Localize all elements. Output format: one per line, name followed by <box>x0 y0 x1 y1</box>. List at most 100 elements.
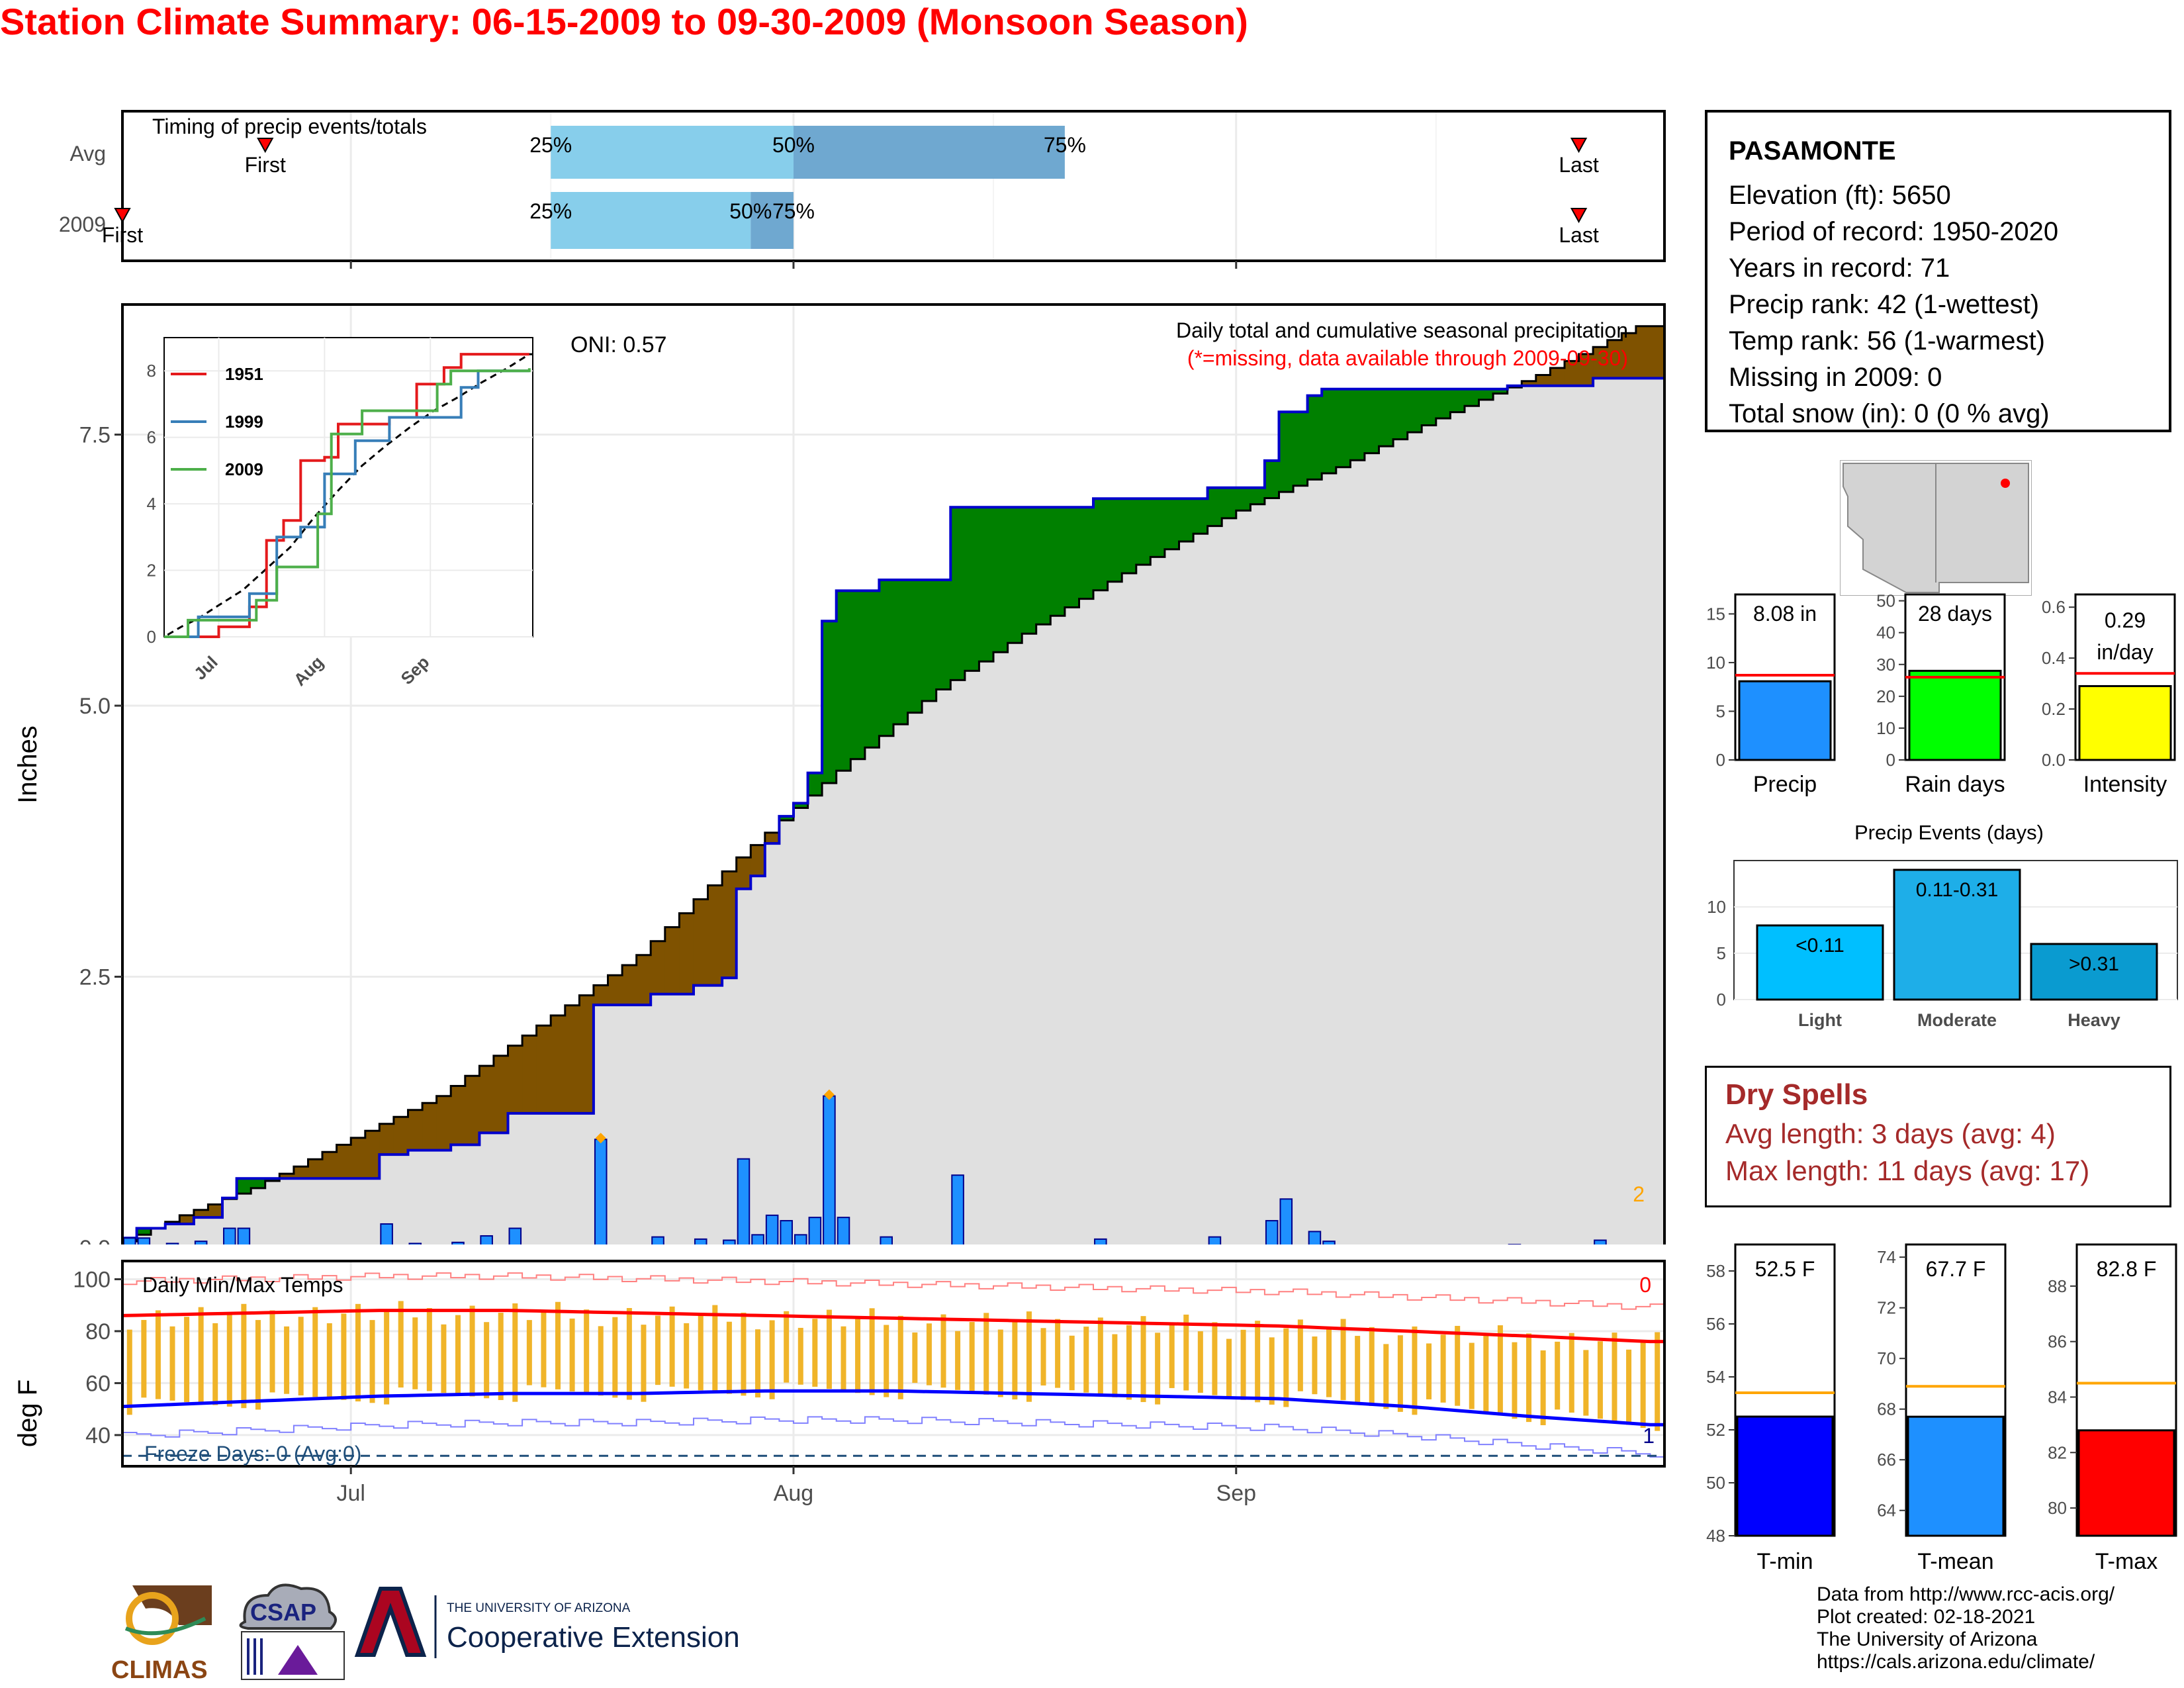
daily-temp-bar <box>1655 1332 1661 1431</box>
daily-temp-bar <box>1540 1350 1546 1425</box>
timing-pct-label: 25% <box>529 133 572 157</box>
ua-small-text: THE UNIVERSITY OF ARIZONA <box>447 1601 631 1615</box>
event-bar <box>2030 943 2158 1001</box>
daily-temp-bar <box>1597 1341 1603 1419</box>
daily-temp-bar <box>1312 1336 1318 1395</box>
daily-temp-bar <box>1212 1322 1218 1395</box>
above-avg-fill <box>907 580 923 713</box>
above-avg-fill <box>1450 389 1465 412</box>
above-avg-fill <box>879 580 894 736</box>
legend-label: 1999 <box>225 412 263 432</box>
daily-temp-bar <box>212 1323 218 1405</box>
above-avg-fill <box>922 580 937 702</box>
daily-temp-bar <box>884 1325 889 1397</box>
daily-temp-bar <box>1297 1319 1303 1391</box>
below-avg-fill <box>608 975 623 1006</box>
mini-tick-label: 0.6 <box>2042 597 2066 617</box>
daily-precip-bar <box>751 1234 764 1244</box>
daily-temp-bar <box>298 1317 304 1396</box>
daily-precip-bar <box>1208 1236 1222 1244</box>
event-bar <box>1756 924 1884 1001</box>
daily-temp-bar <box>169 1326 175 1401</box>
mini-tick-label: 15 <box>1706 604 1725 624</box>
below-avg-fill <box>493 1055 508 1133</box>
temp-bar-tick-label: 86 <box>2048 1332 2067 1352</box>
mini-tick-label: 5 <box>1716 701 1725 721</box>
below-avg-fill <box>393 1117 408 1155</box>
last-label: Last <box>1559 153 1599 177</box>
temp-bar-tick-label: 54 <box>1706 1367 1725 1387</box>
daily-temp-bar <box>812 1319 818 1387</box>
event-bar <box>1893 868 2021 1001</box>
event-bar-label: >0.31 <box>2069 953 2119 975</box>
credit-line: Plot created: 02-18-2021 <box>1817 1606 2036 1628</box>
mini-tick-label: 20 <box>1876 686 1895 706</box>
temp-bar-tick-label: 68 <box>1877 1399 1896 1419</box>
temp-ytick-label: 40 <box>85 1423 111 1448</box>
daily-precip-bar <box>408 1243 422 1244</box>
below-avg-fill <box>664 927 680 994</box>
daily-temp-bar <box>384 1310 390 1405</box>
daily-temp-bar <box>1083 1327 1089 1393</box>
above-avg-fill <box>964 507 979 671</box>
dry-spells-title: Dry Spells <box>1725 1078 1868 1111</box>
station-line: Temp rank: 56 (1-warmest) <box>1729 326 2045 355</box>
above-avg-fill <box>1364 389 1380 453</box>
daily-precip-bar <box>1265 1220 1279 1244</box>
page-title: Station Climate Summary: 06-15-2009 to 0… <box>0 1 1248 42</box>
temp-bar-label: T-max <box>2095 1549 2158 1574</box>
above-avg-fill <box>979 507 994 662</box>
actual-cumulative-line <box>122 377 1664 1240</box>
mini-bar <box>1908 669 2002 761</box>
daily-temp-bar <box>1197 1331 1203 1393</box>
main-yticks: 0.0 2.5 5.0 7.5 <box>79 423 122 1244</box>
daily-precip-bars <box>123 1089 1607 1244</box>
timing-title: Timing of precip events/totals <box>152 115 427 138</box>
last-event-marker <box>1570 208 1588 224</box>
inset-series-line <box>164 369 529 638</box>
daily-precip-bar <box>123 1237 136 1244</box>
inset-series-line <box>164 368 531 638</box>
timing-bar-q1 <box>551 192 751 249</box>
below-avg-fill <box>1564 361 1580 386</box>
above-avg-fill <box>1079 507 1094 599</box>
daily-temp-bar <box>369 1320 375 1403</box>
temp-bar-tick-label: 52 <box>1706 1420 1725 1440</box>
daily-temp-bar <box>726 1321 732 1394</box>
legend-label: 2009 <box>225 459 263 479</box>
above-avg-fill <box>793 803 809 808</box>
daily-temp-bar <box>1040 1328 1046 1386</box>
station-marker <box>2001 479 2010 488</box>
daily-precip-bar <box>737 1158 751 1244</box>
below-avg-fill <box>465 1076 480 1145</box>
main-precip-panel: Inches 0.0 2.5 5.0 7.5 ONI: 0.57 Daily tota… <box>13 303 1666 1244</box>
daily-temp-bar <box>1440 1335 1446 1403</box>
below-avg-fill <box>679 913 694 994</box>
temp-ytick-label: 80 <box>85 1319 111 1344</box>
event-bar-label: <0.11 <box>1796 935 1844 957</box>
mini-value-label: 28 days <box>1918 602 1992 626</box>
mini-value-label: in/day <box>2097 640 2153 664</box>
daily-temp-bar <box>755 1329 761 1398</box>
above-avg-fill <box>1122 498 1137 573</box>
temp-bar <box>1736 1415 1834 1537</box>
below-avg-fill <box>522 1035 537 1113</box>
daily-temp-bar <box>1126 1325 1132 1400</box>
daily-precip-bar <box>451 1241 465 1244</box>
daily-temp-bar <box>426 1308 432 1391</box>
daily-precip-bar <box>1308 1231 1322 1244</box>
events-tick-label: 0 <box>1717 990 1726 1009</box>
temp-bar <box>2077 1429 2175 1537</box>
daily-temp-bar <box>1326 1327 1332 1397</box>
above-avg-fill <box>836 590 851 771</box>
below-avg-fill <box>322 1152 338 1179</box>
temp-bar-tick-label: 84 <box>2048 1387 2067 1407</box>
daily-temp-bar <box>526 1320 532 1385</box>
daily-temp-bar <box>1397 1335 1403 1412</box>
dry-spells-avg: Avg length: 3 days (avg: 4) <box>1725 1118 2056 1149</box>
below-avg-fill <box>208 1204 223 1218</box>
daily-precip-bar <box>194 1241 208 1244</box>
daily-temp-bar <box>1526 1333 1532 1423</box>
main-ytick-label: 7.5 <box>79 423 111 448</box>
